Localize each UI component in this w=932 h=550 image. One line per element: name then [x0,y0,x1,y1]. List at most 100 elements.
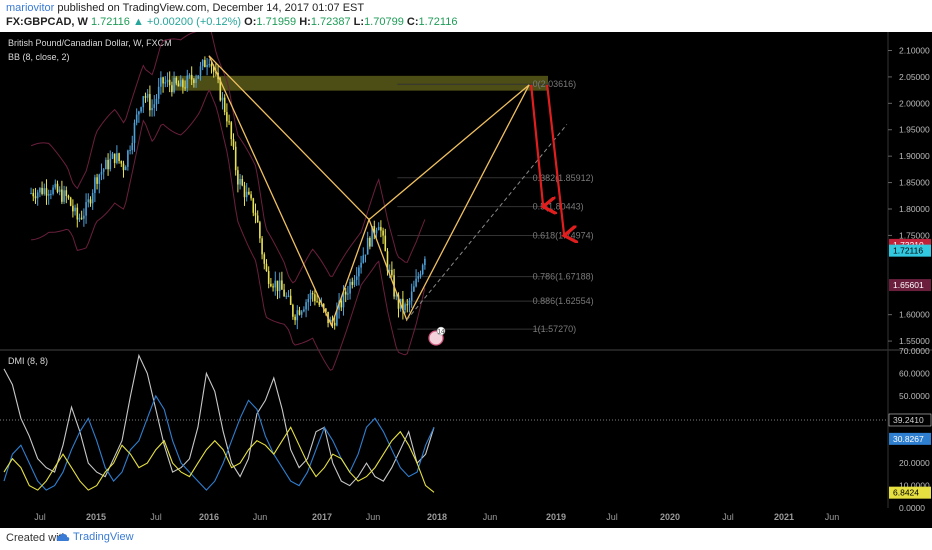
candle-body [272,286,274,288]
candle-body [151,107,153,111]
candle-body [175,77,178,84]
pattern-xb [208,55,370,221]
chart-title: British Pound/Canadian Dollar, W, FXCM [8,38,172,48]
candle-body [140,107,142,112]
candle-body [245,191,248,198]
price-label: 1.65601 [893,280,924,290]
price-label-box [889,279,931,292]
candle-body [67,195,70,198]
price-change: ▲ +0.00200 (+0.12%) [132,16,242,28]
candle-body [364,254,367,256]
candle-body [256,215,259,223]
candle-body [386,251,389,271]
candle-body [47,193,50,196]
candle-body [292,304,294,317]
open-value: 1.71959 [256,16,297,28]
close-value: 1.72116 [418,16,458,28]
candle-body [208,64,211,66]
x-tick-label: 2018 [427,512,447,522]
y-tick-label: 1.60000 [899,310,930,320]
x-tick-label: 2017 [312,512,332,522]
candle-body [360,262,362,268]
candle-body [184,87,186,89]
y-tick-label: 1.95000 [899,125,930,135]
candle-body [281,280,283,290]
candle-body [371,226,373,247]
fib-label: 0(2.03616) [533,79,577,89]
created-with-text: Created with [6,532,68,544]
dmi-value-label-box [888,413,932,427]
y-tick-label: 1.55000 [899,336,930,346]
candle-body [182,80,184,88]
last-price: 1.72116 [90,16,130,28]
candle-body [111,153,114,159]
candle-body [171,85,173,93]
dmi-y-tick-label: 50.0000 [899,391,930,401]
dmi-value-label: 39.2410 [893,415,924,425]
candle-body [107,159,109,170]
candle-body [311,293,314,295]
fib-label: 0.886(1.62554) [533,296,594,306]
candle-body [408,300,411,305]
fib-label: 1(1.57270) [533,324,577,334]
target-arrow-2 [546,84,564,236]
candle-body [296,310,299,321]
candle-body [248,191,250,195]
x-tick-label: Jul [722,512,734,522]
footer: Created with TradingView [0,528,932,550]
candle-body [96,177,98,184]
tradingview-brand: TradingView [73,531,134,543]
x-tick-label: Jun [253,512,268,522]
published-text: published on TradingView.com, December 1… [54,2,365,14]
candle-body [336,309,338,326]
candle-body [402,298,404,311]
candle-body [351,281,354,285]
candle-body [193,79,195,83]
candle-body [270,283,272,287]
candle-body [375,230,378,234]
candle-body [109,158,112,170]
candle-body [342,291,345,308]
candle-body [382,230,384,236]
candle-body [219,79,222,101]
candle-body [380,226,382,231]
candle-body [285,295,288,297]
candle-body [138,111,140,115]
candle-body [41,187,43,194]
candle-body [237,170,239,185]
candle-body [80,217,83,219]
candle-body [300,311,303,315]
fib-label: 0.786(1.67188) [533,272,594,282]
candle-body [105,159,107,170]
candle-body [87,199,90,203]
tradingview-logo[interactable]: TradingView [56,531,134,543]
candle-body [373,226,376,234]
candle-body [36,192,39,199]
candle-body [98,174,101,184]
candle-body [72,205,74,212]
candle-body [259,222,261,239]
candle-body [45,188,48,196]
candle-body [179,80,182,87]
x-tick-label: 2016 [199,512,219,522]
fib-label: 0.5(1.80443) [533,202,584,212]
y-tick-label: 1.75000 [899,230,930,240]
candle-body [124,166,127,171]
candle-body [347,293,349,295]
candle-body [83,215,85,219]
candle-body [417,276,420,279]
candle-body [100,171,103,175]
candle-body [349,281,351,294]
chart-canvas[interactable]: Jul 2015 Jul 2016 Jun 2017 Jun 2018 Jun 2019 Jul 20… [0,32,932,528]
candle-body [287,295,290,297]
candle-body [377,226,380,231]
dmi-value-label: 6.8424 [893,488,919,498]
author-link[interactable]: mariovitor [6,2,55,14]
candle-body [149,94,151,111]
y-tick-label: 1.85000 [899,178,930,188]
candle-body [197,75,200,79]
candle-body [366,237,369,255]
candle-body [201,60,204,67]
candle-body [56,183,59,192]
candle-body [69,197,72,206]
